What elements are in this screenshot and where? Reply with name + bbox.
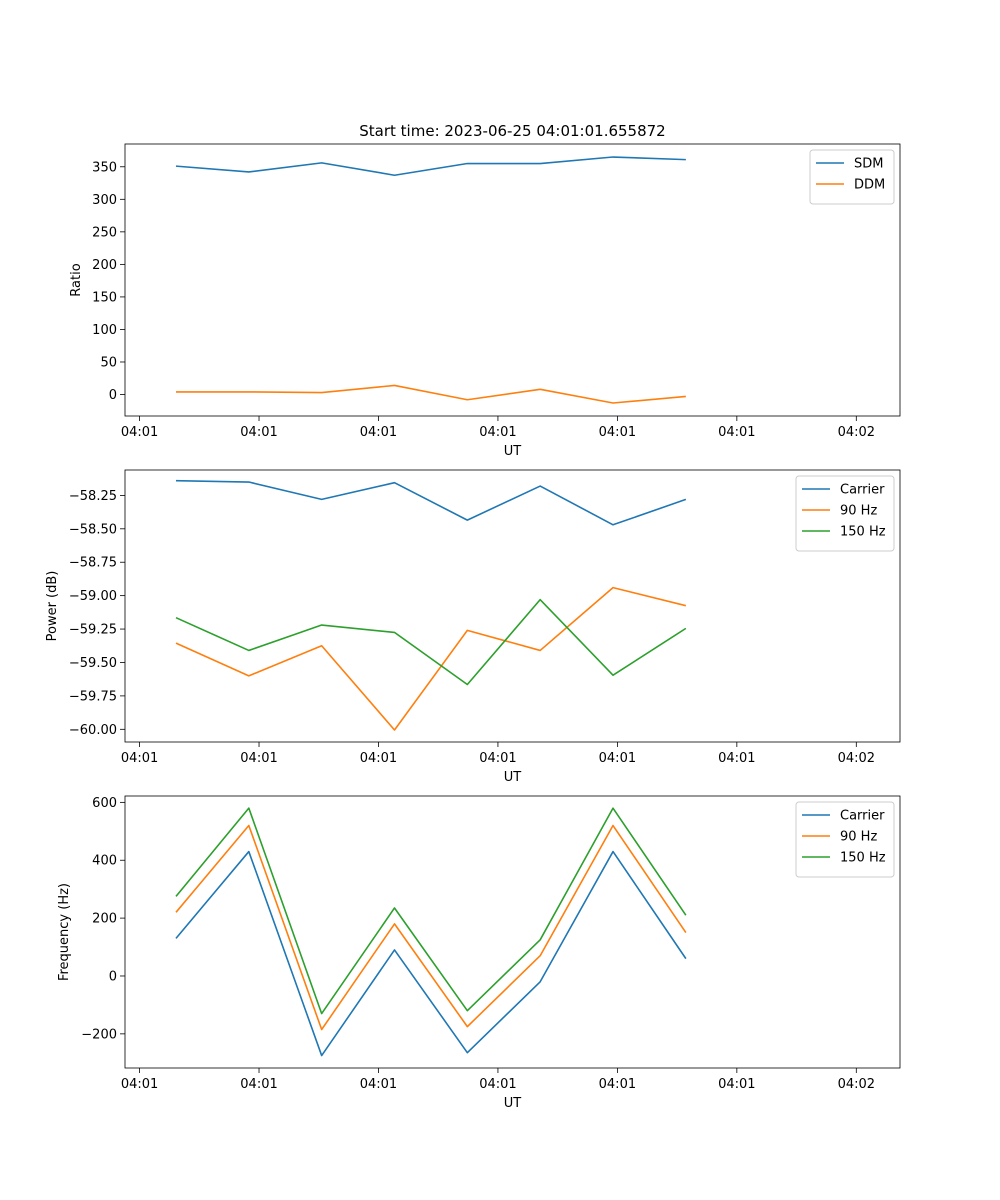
y-tick-label: 400: [92, 854, 117, 869]
x-tick-label: 04:01: [121, 425, 158, 440]
x-tick-label: 04:01: [240, 1077, 277, 1092]
x-tick-label: 04:01: [360, 751, 397, 766]
series-line-sdm: [175, 156, 686, 177]
x-tick-label: 04:01: [240, 425, 277, 440]
y-tick-label: −59.00: [69, 589, 117, 604]
legend-label: 150 Hz: [840, 525, 886, 540]
series-line-carrier: [175, 850, 687, 1057]
y-axis-label: Ratio: [69, 263, 84, 296]
legend-label: DDM: [854, 178, 885, 193]
y-tick-label: −60.00: [69, 723, 117, 738]
y-tick-label: 200: [92, 912, 117, 927]
y-tick-label: 200: [92, 258, 117, 273]
chart-panel-1: 04:01 04:01 04:01 04:01 04:01 04:01 04:02 0 50 10…: [69, 143, 901, 459]
x-axis-label: UT: [504, 1096, 522, 1111]
x-tick-label: 04:02: [838, 751, 875, 766]
y-tick-label: −59.50: [69, 656, 117, 671]
y-tick-label: −59.25: [69, 623, 117, 638]
y-tick-label: −59.75: [69, 689, 117, 704]
legend-box: [795, 801, 895, 878]
x-tick-label: 04:01: [718, 751, 755, 766]
y-tick-label: 100: [92, 323, 117, 338]
y-tick-label: 300: [92, 193, 117, 208]
legend: Carrier 90 Hz 150 Hz: [795, 801, 895, 878]
x-axis-label: UT: [504, 770, 522, 785]
x-tick-label: 04:01: [121, 1077, 158, 1092]
x-axis-label: UT: [504, 444, 522, 459]
chart-panel-3: 04:01 04:01 04:01 04:01 04:01 04:01 04:02 −200 0…: [57, 795, 901, 1111]
y-tick-label: 0: [109, 388, 117, 403]
x-tick-label: 04:02: [838, 1077, 875, 1092]
y-tick-label: 350: [92, 160, 117, 175]
y-tick-label: 50: [100, 355, 117, 370]
y-tick-label: −58.50: [69, 522, 117, 537]
legend-label: 150 Hz: [840, 851, 886, 866]
figure-title: Start time: 2023-06-25 04:01:01.655872: [359, 122, 665, 140]
series-line-ddm: [175, 384, 686, 404]
x-tick-label: 04:02: [838, 425, 875, 440]
x-tick-label: 04:01: [599, 751, 636, 766]
y-tick-label: −58.25: [69, 489, 117, 504]
y-tick-label: 600: [92, 796, 117, 811]
y-tick-label: −200: [81, 1027, 117, 1042]
plot-area: [124, 143, 901, 417]
series-line-150-hz: [175, 598, 687, 686]
legend: Carrier 90 Hz 150 Hz: [795, 475, 895, 552]
series-line-150-hz: [175, 807, 687, 1015]
chart-panel-2: 04:01 04:01 04:01 04:01 04:01 04:01 04:02 −60.0…: [45, 469, 901, 785]
x-tick-label: 04:01: [479, 1077, 516, 1092]
x-tick-label: 04:01: [718, 425, 755, 440]
legend-label: Carrier: [840, 809, 885, 824]
plot-area: [124, 795, 901, 1069]
y-tick-label: 150: [92, 290, 117, 305]
y-tick-label: 250: [92, 225, 117, 240]
x-tick-label: 04:01: [718, 1077, 755, 1092]
series-line-carrier: [175, 479, 687, 526]
y-tick-label: 0: [109, 969, 117, 984]
x-tick-label: 04:01: [479, 751, 516, 766]
x-tick-label: 04:01: [240, 751, 277, 766]
y-tick-label: −58.75: [69, 556, 117, 571]
legend-box: [795, 475, 895, 552]
x-tick-label: 04:01: [360, 1077, 397, 1092]
x-tick-label: 04:01: [599, 1077, 636, 1092]
y-axis-label: Power (dB): [45, 571, 60, 642]
legend-label: 90 Hz: [840, 830, 877, 845]
legend-label: 90 Hz: [840, 504, 877, 519]
series-line-90-hz: [175, 586, 687, 731]
x-tick-label: 04:01: [599, 425, 636, 440]
legend-label: SDM: [854, 157, 883, 172]
x-tick-label: 04:01: [360, 425, 397, 440]
legend: SDM DDM: [809, 149, 895, 205]
plot-area: [124, 469, 901, 743]
legend-label: Carrier: [840, 483, 885, 498]
series-line-90-hz: [175, 824, 687, 1031]
x-tick-label: 04:01: [479, 425, 516, 440]
y-axis-label: Frequency (Hz): [57, 883, 72, 981]
x-tick-label: 04:01: [121, 751, 158, 766]
